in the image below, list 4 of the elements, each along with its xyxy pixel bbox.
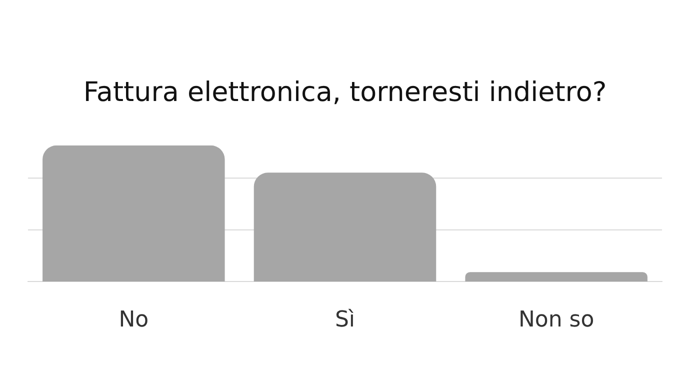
x-tick-label: No bbox=[118, 308, 149, 333]
chart-title: Fattura elettronica, torneresti indietro? bbox=[83, 77, 607, 108]
x-tick-label: Non so bbox=[518, 308, 594, 333]
x-tick-label: Sì bbox=[334, 308, 356, 333]
